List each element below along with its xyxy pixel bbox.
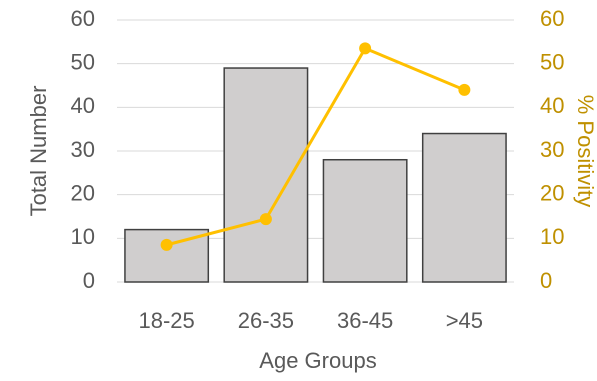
y-tick-label: 60 (71, 6, 95, 31)
bar (322, 158, 408, 283)
line-point (259, 213, 272, 226)
y2-tick-label: 60 (540, 6, 564, 31)
x-axis-label: Age Groups (259, 348, 376, 373)
y2-tick-label: 20 (540, 180, 564, 205)
y2-tick-label: 50 (540, 49, 564, 74)
y-tick-label: 40 (71, 93, 95, 118)
y-axis-label: Total Number (26, 86, 51, 217)
x-tick-label: 26-35 (238, 308, 294, 333)
y-tick-label: 10 (71, 224, 95, 249)
y2-tick-label: 10 (540, 224, 564, 249)
line-point (160, 238, 173, 251)
x-tick-label: >45 (446, 308, 483, 333)
y-tick-label: 30 (71, 137, 95, 162)
bar (421, 132, 507, 283)
line (166, 46, 465, 247)
y-tick-label: 50 (71, 49, 95, 74)
y-tick-label: 20 (71, 180, 95, 205)
x-tick-label: 18-25 (138, 308, 194, 333)
y-tick-label: 0 (83, 268, 95, 293)
y2-axis-label: % Positivity (573, 95, 597, 207)
bar (223, 67, 309, 283)
y2-tick-label: 0 (540, 268, 552, 293)
line-point (458, 83, 471, 96)
x-tick-label: 36-45 (337, 308, 393, 333)
y2-tick-label: 30 (540, 137, 564, 162)
y2-tick-label: 40 (540, 93, 564, 118)
line-point (359, 42, 372, 55)
